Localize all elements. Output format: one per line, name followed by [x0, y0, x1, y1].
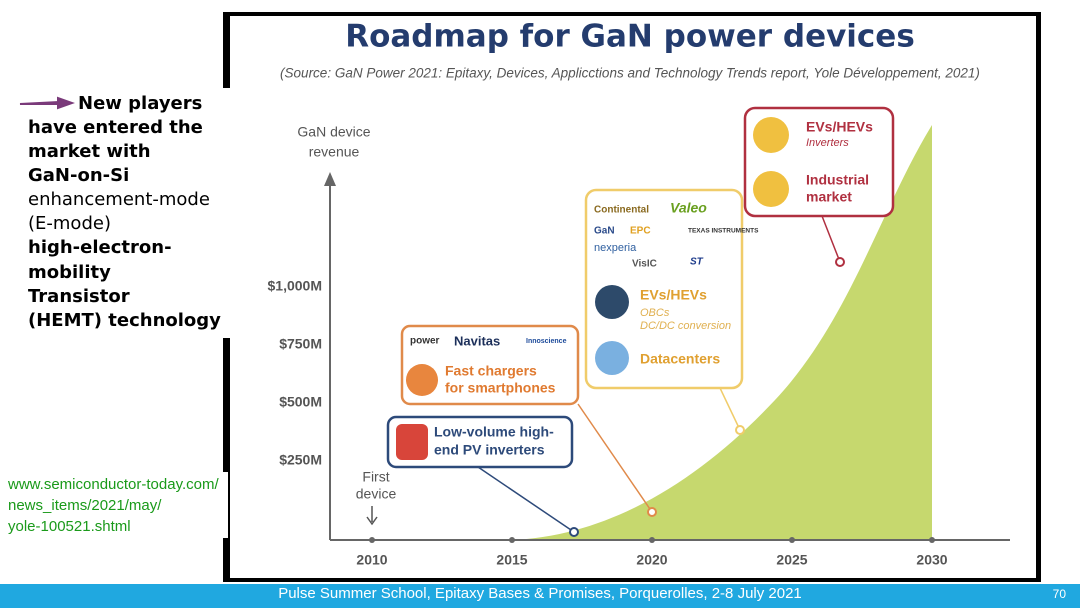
logo: Continental — [594, 205, 649, 216]
y-tick-label: $250M — [279, 452, 322, 468]
side-text: (HEMT) technology — [28, 310, 221, 331]
leader — [477, 466, 575, 533]
marker — [835, 257, 845, 267]
logo: GaN — [594, 226, 615, 237]
ev-icon — [595, 285, 629, 319]
side-text: have entered the — [28, 117, 203, 138]
logo: EPC — [630, 226, 651, 237]
callout-text: EVs/HEVs — [806, 119, 873, 135]
y-tick-label: $1,000M — [268, 278, 322, 294]
callout-text: end PV inverters — [434, 442, 545, 458]
y-tick-label: $750M — [279, 336, 322, 352]
callout-sub: DC/DC conversion — [640, 320, 731, 332]
x-tick-label: 2010 — [356, 552, 387, 568]
callout-sub: OBCs — [640, 307, 670, 319]
side-text: Transistor — [28, 286, 130, 307]
side-text: (E-mode) — [28, 213, 111, 234]
callout-text: for smartphones — [445, 380, 556, 396]
cloud-icon — [595, 341, 629, 375]
x-tick-label: 2020 — [636, 552, 667, 568]
leader — [719, 387, 741, 431]
y-arrow — [324, 172, 336, 186]
y-tick-label: $500M — [279, 394, 322, 410]
first-device: device — [356, 486, 397, 502]
link[interactable]: www.semiconductor-today.com/ — [7, 476, 219, 493]
link[interactable]: yole-100521.shtml — [8, 518, 131, 535]
callout — [386, 415, 574, 469]
page-number: 70 — [1053, 587, 1067, 601]
callout-text: market — [806, 189, 852, 205]
leader — [821, 215, 841, 263]
side-text-box — [0, 88, 248, 338]
callout-text: Fast chargers — [445, 363, 537, 379]
logo: Navitas — [454, 333, 500, 348]
marker — [569, 527, 579, 537]
marker — [735, 425, 745, 435]
side-text: New players — [78, 93, 202, 114]
y-label: revenue — [309, 144, 360, 160]
side-text: high-electron- — [28, 237, 172, 258]
first-device-arrow — [366, 506, 378, 526]
side-text: mobility — [28, 262, 111, 283]
inverter-icon — [753, 117, 789, 153]
side-text: market with — [28, 141, 151, 162]
link[interactable]: news_items/2021/may/ — [8, 497, 162, 514]
leader — [577, 403, 653, 513]
side-text: enhancement-mode — [28, 189, 210, 210]
revenue-area — [512, 125, 932, 540]
logo: Innoscience — [526, 338, 567, 345]
x-tick-label: 2025 — [776, 552, 807, 568]
footer: Pulse Summer School, Epitaxy Bases & Pro… — [278, 585, 802, 602]
logo: VisIC — [632, 259, 657, 270]
callout-text: Datacenters — [640, 351, 720, 367]
logo: TEXAS INSTRUMENTS — [688, 228, 759, 235]
callout-text: EVs/HEVs — [640, 287, 707, 303]
logo: nexperia — [594, 242, 637, 254]
link-box — [0, 472, 228, 538]
bullet-arrow — [19, 96, 75, 110]
first-device: First — [362, 469, 389, 485]
logo: ST — [690, 257, 704, 268]
callout-text: Low-volume high- — [434, 424, 554, 440]
logo: power — [410, 336, 440, 347]
x-tick-label: 2015 — [496, 552, 527, 568]
footer-bar — [0, 584, 1080, 608]
title: Roadmap for GaN power devices — [345, 19, 915, 55]
callout — [584, 188, 744, 390]
callout-text: Industrial — [806, 172, 869, 188]
logo: Valeo — [670, 200, 707, 216]
side-text: GaN-on-Si — [28, 165, 129, 186]
charger-icon — [406, 364, 438, 396]
y-label: GaN device — [297, 124, 370, 140]
x-tick-label: 2030 — [916, 552, 947, 568]
callout — [400, 324, 580, 406]
robot-icon — [753, 171, 789, 207]
pv-icon — [396, 424, 428, 460]
source: (Source: GaN Power 2021: Epitaxy, Device… — [280, 66, 980, 81]
x-dots — [369, 537, 935, 543]
marker — [647, 507, 657, 517]
callout-sub: Inverters — [806, 137, 849, 149]
